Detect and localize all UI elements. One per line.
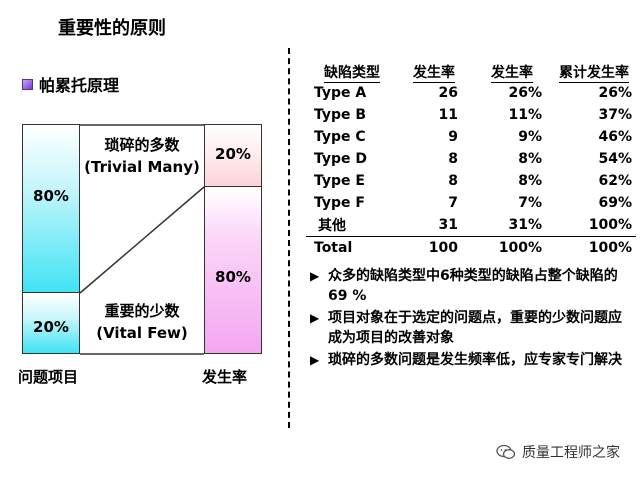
- table-row: Type B 11 11% 37%: [306, 104, 636, 126]
- key-points: ▶ 众多的缺陷类型中6种类型的缺陷占整个缺陷的 69 % ▶ 项目对象在于选定的…: [310, 266, 630, 372]
- occurrence-top-segment: [204, 124, 262, 187]
- cell-type: Type C: [314, 129, 366, 145]
- table-row: Type F 7 7% 69%: [306, 192, 636, 214]
- table-row: Type D 8 8% 54%: [306, 148, 636, 170]
- cell-type: Type D: [314, 151, 368, 167]
- left-bottom-percent: 20%: [33, 318, 69, 336]
- list-item: ▶ 琐碎的多数问题是发生频率低，应专家专门解决: [310, 350, 630, 370]
- cell-rate: 8%: [518, 173, 542, 189]
- watermark: 质量工程师之家: [496, 442, 620, 462]
- cell-rate: 7%: [518, 195, 542, 211]
- right-bottom-percent: 80%: [215, 268, 251, 286]
- cell-count: 7: [448, 195, 458, 211]
- cell-cumulative: 37%: [598, 107, 632, 123]
- cell-type: 其他: [318, 218, 346, 234]
- connector-lines: [79, 124, 205, 355]
- total-count: 100: [396, 236, 472, 259]
- cell-rate: 9%: [518, 129, 542, 145]
- table-total-row: Total 100 100% 100%: [306, 236, 636, 259]
- cell-count: 8: [448, 151, 458, 167]
- cell-count: 26: [438, 85, 458, 101]
- cell-rate: 11%: [508, 107, 542, 123]
- trivial-many-line1: 琐碎的多数: [104, 136, 180, 154]
- left-top-percent: 80%: [33, 187, 69, 205]
- triangle-bullet-icon: ▶: [310, 269, 320, 283]
- square-bullet-icon: [22, 78, 33, 90]
- watermark-text: 质量工程师之家: [522, 445, 620, 461]
- cell-cumulative: 46%: [598, 129, 632, 145]
- table-row: Type A 26 26% 26%: [306, 82, 636, 104]
- list-item: ▶ 项目对象在于选定的问题点，重要的少数问题应成为项目的改善对象: [310, 308, 630, 348]
- cell-rate: 31%: [508, 217, 542, 233]
- header-defect-type: 缺陷类型: [324, 65, 380, 83]
- cell-type: Type B: [314, 107, 367, 123]
- cell-cumulative: 62%: [598, 173, 632, 189]
- cell-cumulative: 54%: [598, 151, 632, 167]
- table-row: Type E 8 8% 62%: [306, 170, 636, 192]
- problem-items-label: 问题项目: [18, 368, 79, 386]
- triangle-bullet-icon: ▶: [310, 353, 320, 367]
- total-rate: 100%: [472, 236, 552, 259]
- problem-items-split-line: [22, 292, 80, 293]
- cell-type: Type F: [314, 195, 365, 211]
- point-text: 琐碎的多数问题是发生频率低，应专家专门解决: [328, 352, 622, 368]
- cell-count: 8: [448, 173, 458, 189]
- subtitle-text: 帕累托原理: [39, 76, 120, 95]
- occurrence-label: 发生率: [202, 368, 248, 386]
- point-text: 众多的缺陷类型中6种类型的缺陷占整个缺陷的 69 %: [328, 268, 618, 304]
- cell-count: 31: [438, 217, 458, 233]
- cell-cumulative: 26%: [598, 85, 632, 101]
- vital-few-line2: (Vital Few): [96, 324, 188, 342]
- point-text: 项目对象在于选定的问题点，重要的少数问题应成为项目的改善对象: [328, 310, 622, 346]
- cell-type: Type E: [314, 173, 365, 189]
- triangle-bullet-icon: ▶: [310, 311, 320, 325]
- problem-items-bottom-segment: [23, 294, 79, 353]
- cell-cumulative: 69%: [598, 195, 632, 211]
- defect-table: 缺陷类型 发生率 发生率 累计发生率 Type A 26 26% 26% Typ…: [306, 62, 636, 259]
- problem-items-top-segment: [23, 125, 79, 293]
- wechat-icon: [496, 444, 516, 459]
- header-count: 发生率: [413, 65, 455, 83]
- subtitle: 帕累托原理: [22, 72, 119, 96]
- table-header-row: 缺陷类型 发生率 发生率 累计发生率: [306, 62, 636, 83]
- cell-count: 11: [438, 107, 458, 123]
- header-rate: 发生率: [491, 65, 533, 83]
- cell-type: Type A: [314, 85, 367, 101]
- page-title: 重要性的原则: [58, 18, 166, 39]
- occurrence-bottom-segment: [204, 187, 262, 354]
- cell-rate: 26%: [508, 85, 542, 101]
- right-top-percent: 20%: [215, 145, 251, 163]
- table-row: 其他 31 31% 100%: [306, 214, 636, 237]
- cell-cumulative: 100%: [588, 217, 632, 233]
- list-item: ▶ 众多的缺陷类型中6种类型的缺陷占整个缺陷的 69 %: [310, 266, 630, 306]
- trivial-many-label: 琐碎的多数 (Trivial Many): [82, 134, 202, 178]
- trivial-many-line2: (Trivial Many): [84, 158, 200, 176]
- vital-few-line1: 重要的少数: [104, 302, 180, 320]
- table-row: Type C 9 9% 46%: [306, 126, 636, 148]
- cell-rate: 8%: [518, 151, 542, 167]
- total-cumulative: 100%: [552, 236, 636, 259]
- total-label: Total: [306, 236, 396, 259]
- header-cumulative: 累计发生率: [559, 65, 629, 83]
- vital-few-label: 重要的少数 (Vital Few): [82, 300, 202, 344]
- dashed-divider: [288, 48, 290, 428]
- cell-count: 9: [448, 129, 458, 145]
